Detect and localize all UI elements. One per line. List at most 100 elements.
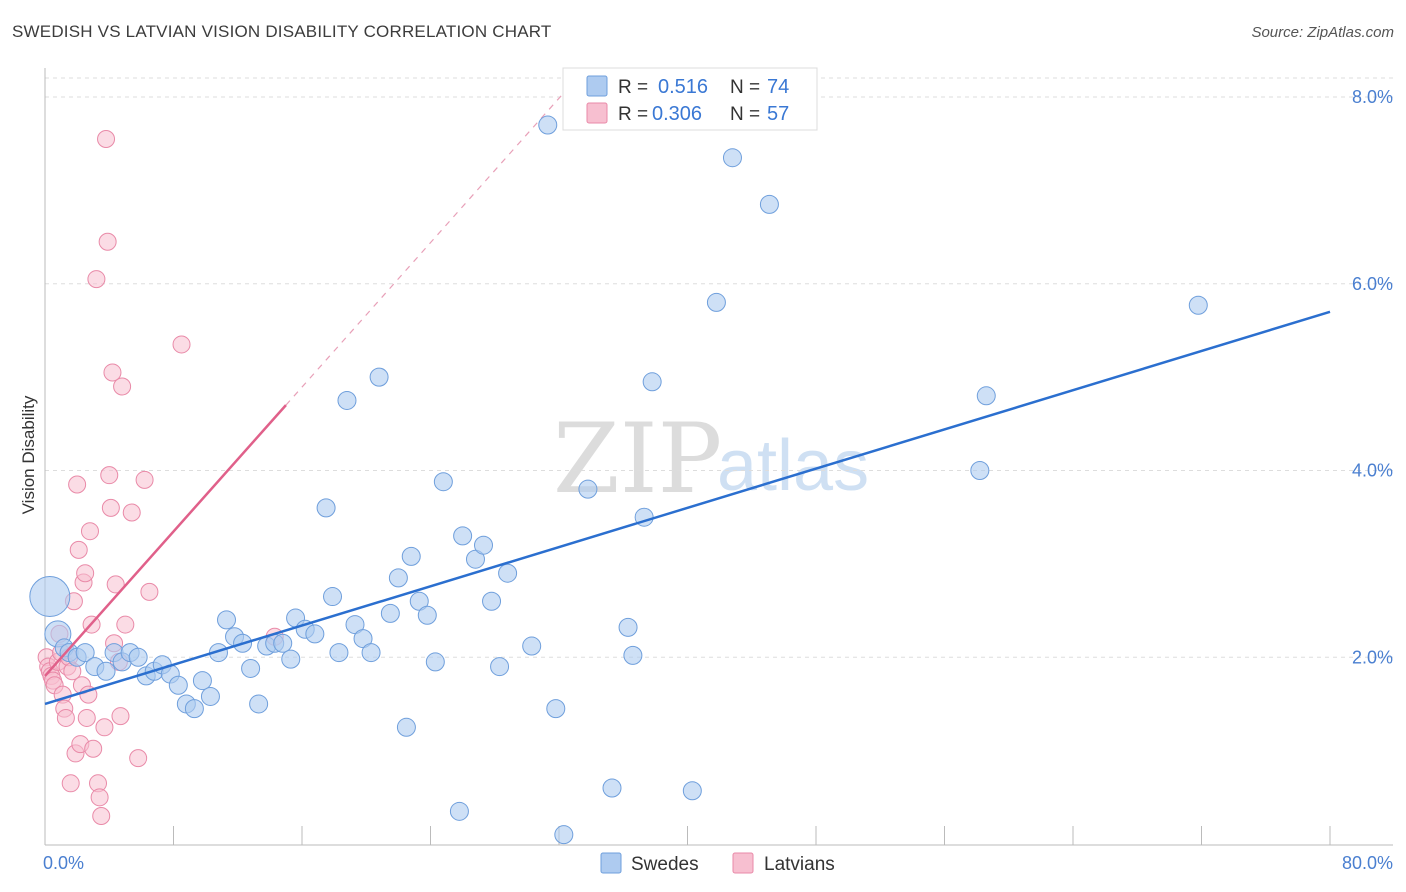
data-point-latvians: [116, 615, 135, 634]
data-point-latvians: [101, 498, 120, 517]
data-point-latvians: [103, 363, 122, 382]
data-point-latvians: [129, 749, 148, 768]
data-point-latvians: [95, 718, 114, 737]
axes: [44, 68, 1393, 846]
data-point-latvians: [77, 708, 96, 727]
gridlines: [45, 77, 1393, 658]
legend-r-label-swedes: R =: [618, 77, 648, 98]
data-point-swedes: [401, 546, 421, 566]
trend-line-swedes: [44, 310, 1331, 706]
legend: R = 0.516 N = 74 R = 0.306 N = 57: [562, 67, 818, 131]
data-point-swedes: [281, 649, 301, 669]
trend-line-latvians: [44, 404, 287, 677]
data-point-swedes: [433, 472, 453, 492]
chart-title: SWEDISH VS LATVIAN VISION DISABILITY COR…: [12, 22, 552, 41]
bottom-legend-label-swedes: Swedes: [631, 854, 699, 875]
data-point-swedes: [554, 825, 574, 845]
data-point-latvians: [172, 335, 191, 354]
data-point-swedes: [369, 367, 389, 387]
data-point-swedes: [490, 657, 510, 677]
data-point-swedes: [759, 194, 779, 214]
data-point-latvians: [122, 503, 141, 522]
bottom-legend-swatch-swedes: [600, 852, 622, 874]
data-point-swedes: [29, 576, 71, 618]
data-point-swedes: [75, 643, 95, 663]
data-point-swedes: [273, 633, 293, 653]
watermark: ZIP atlas: [553, 403, 869, 515]
data-point-latvians: [61, 774, 80, 793]
data-point-swedes: [522, 636, 542, 656]
data-point-swedes: [316, 498, 336, 518]
data-point-swedes: [305, 624, 325, 644]
data-point-latvians: [87, 270, 106, 289]
watermark-atlas: atlas: [717, 426, 869, 506]
data-point-swedes: [449, 801, 469, 821]
data-point-swedes: [361, 643, 381, 663]
y-tick-label: 4.0%: [1352, 461, 1393, 481]
data-point-latvians: [84, 739, 103, 758]
watermark-zip: ZIP: [553, 403, 722, 515]
series-swedes: [29, 115, 1208, 845]
data-point-swedes: [578, 479, 598, 499]
legend-r-value-swedes: 0.516: [658, 76, 708, 98]
data-point-swedes: [722, 148, 742, 168]
legend-n-value-latvians: 57: [767, 103, 789, 125]
data-point-swedes: [623, 645, 643, 665]
data-point-swedes: [249, 694, 269, 714]
data-point-swedes: [128, 647, 148, 667]
trend-lines: [44, 310, 1331, 706]
data-point-latvians: [68, 475, 87, 494]
data-point-swedes: [453, 526, 473, 546]
data-point-latvians: [90, 788, 109, 807]
legend-n-label-swedes: N =: [730, 77, 760, 98]
legend-swatch-latvians: [586, 102, 608, 124]
legend-r-label-latvians: R =: [618, 104, 648, 125]
data-point-swedes: [184, 699, 204, 719]
legend-r-value-latvians: 0.306: [652, 103, 702, 125]
data-point-latvians: [56, 708, 75, 727]
data-point-swedes: [976, 386, 996, 406]
data-point-latvians: [135, 470, 154, 489]
bottom-legend: Swedes Latvians: [600, 852, 835, 875]
data-point-swedes: [682, 781, 702, 801]
data-point-latvians: [106, 575, 125, 594]
x-tick-min: 0.0%: [43, 853, 84, 873]
y-axis-title: Vision Disability: [19, 395, 38, 514]
y-tick-labels: 2.0% 4.0% 6.0% 8.0%: [1352, 87, 1393, 667]
series-latvians: [37, 130, 284, 825]
legend-n-value-swedes: 74: [767, 76, 789, 98]
data-point-swedes: [706, 292, 726, 312]
data-point-swedes: [192, 671, 212, 691]
data-point-latvians: [92, 806, 111, 825]
data-point-swedes: [329, 643, 349, 663]
data-point-swedes: [546, 699, 566, 719]
data-point-swedes: [498, 563, 518, 583]
data-point-swedes: [970, 461, 990, 480]
data-point-swedes: [618, 617, 638, 637]
y-tick-label: 6.0%: [1352, 274, 1393, 294]
data-point-swedes: [417, 605, 437, 625]
legend-n-label-latvians: N =: [730, 104, 760, 125]
data-point-swedes: [474, 535, 494, 555]
data-point-swedes: [337, 390, 357, 410]
data-point-swedes: [482, 591, 502, 611]
data-point-swedes: [241, 658, 261, 678]
data-point-swedes: [217, 610, 237, 630]
data-point-swedes: [642, 372, 662, 392]
data-point-latvians: [80, 522, 99, 541]
data-point-swedes: [396, 717, 416, 737]
y-tick-label: 8.0%: [1352, 87, 1393, 107]
data-point-swedes: [602, 778, 622, 798]
bottom-legend-label-latvians: Latvians: [764, 854, 835, 875]
trend-extension-latvians: [285, 87, 569, 406]
data-point-latvians: [113, 377, 132, 396]
data-point-swedes: [1188, 295, 1208, 315]
data-point-latvians: [111, 707, 130, 726]
data-point-swedes: [200, 686, 220, 706]
trend-extension: [285, 87, 569, 406]
chart-source: Source: ZipAtlas.com: [1251, 24, 1394, 41]
data-point-swedes: [380, 603, 400, 623]
bottom-legend-swatch-latvians: [732, 852, 754, 874]
data-point-latvians: [76, 564, 95, 583]
